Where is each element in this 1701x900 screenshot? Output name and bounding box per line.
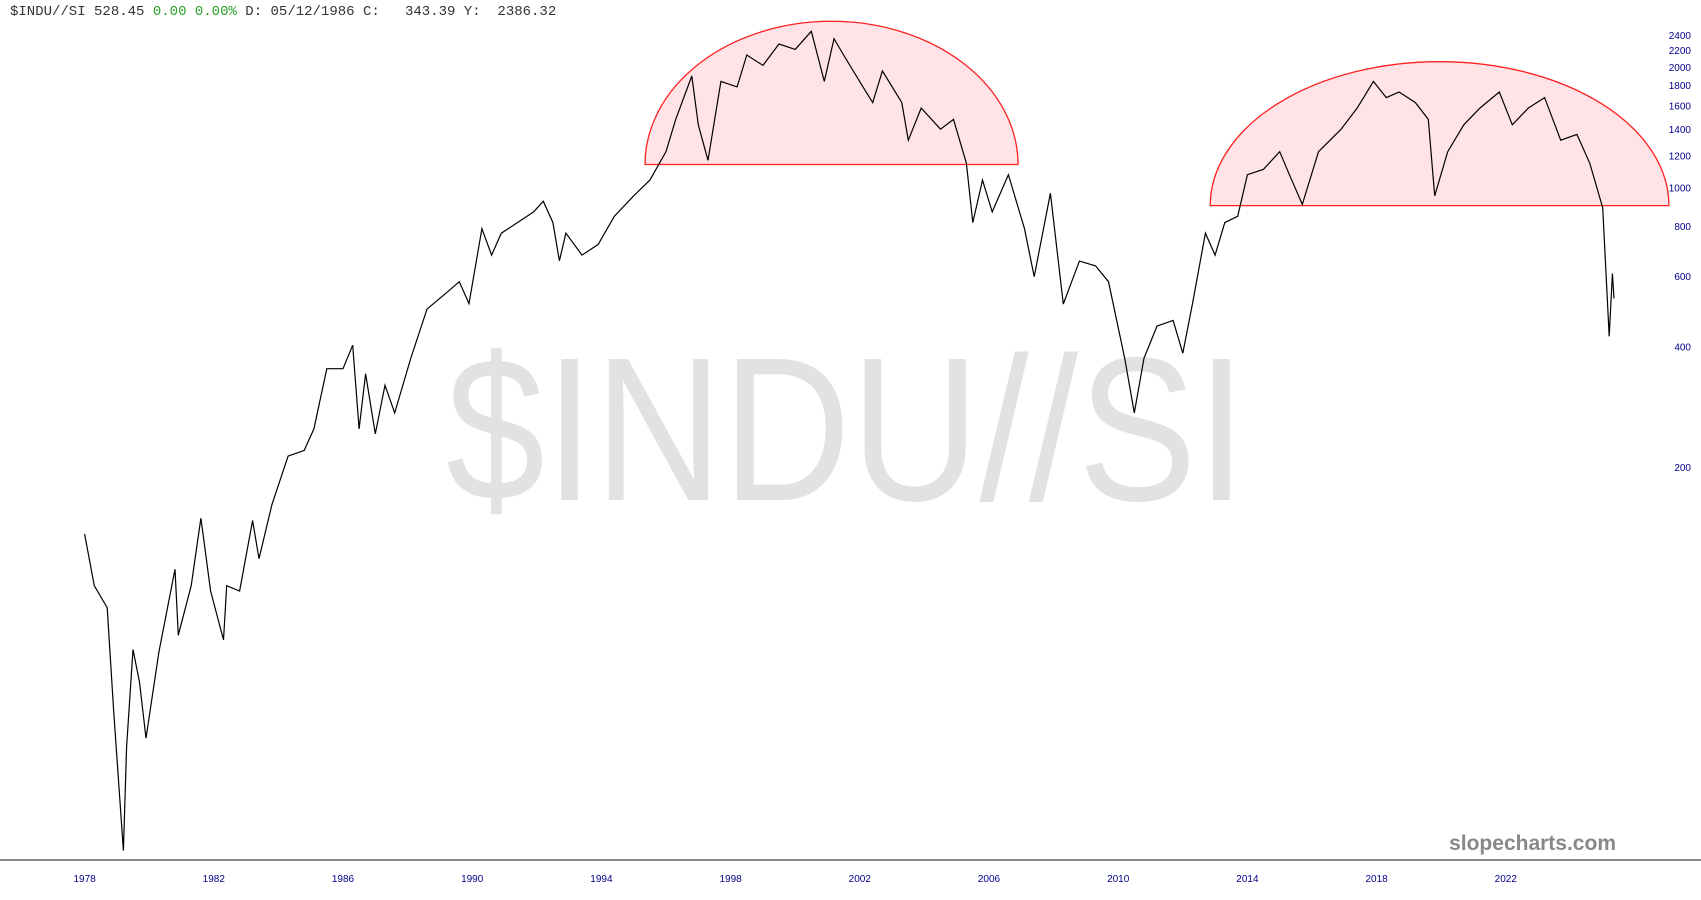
y-tick-label: 2400	[1669, 31, 1692, 42]
y-tick-label: 200	[1674, 463, 1691, 474]
x-tick-label: 2022	[1495, 874, 1518, 885]
x-tick-label: 1986	[332, 874, 355, 885]
y-tick-label: 1200	[1669, 152, 1692, 163]
y-tick-label: 1400	[1669, 125, 1692, 136]
price-line	[84, 30, 1615, 851]
x-tick-label: 1998	[719, 874, 742, 885]
change-pct: 0.00%	[194, 4, 237, 20]
date: 05/12/1986	[270, 4, 355, 20]
c-label: C:	[362, 4, 380, 20]
y-tick-label: 1600	[1669, 102, 1692, 113]
x-tick-label: 2014	[1236, 874, 1259, 885]
dome-annotation-2	[1209, 61, 1670, 207]
y-tick-label: 2200	[1669, 46, 1692, 57]
quote-header: $INDU//SI 528.45 0.00 0.00% D: 05/12/198…	[10, 4, 556, 20]
x-tick-label: 1982	[203, 874, 226, 885]
last-price: 528.45	[94, 4, 145, 20]
symbol: $INDU//SI	[10, 4, 86, 20]
watermark: $INDU//SI	[446, 315, 1246, 544]
y-tick-label: 1000	[1669, 183, 1692, 194]
x-tick-label: 2010	[1107, 874, 1130, 885]
y-label: Y:	[463, 4, 481, 20]
x-tick-label: 2002	[849, 874, 872, 885]
y-tick-label: 400	[1674, 343, 1691, 354]
brand-logo: slopecharts.com	[1449, 832, 1616, 855]
x-tick-label: 2006	[978, 874, 1001, 885]
x-tick-label: 1994	[590, 874, 613, 885]
y-tick-label: 800	[1674, 222, 1691, 233]
x-tick-label: 1990	[461, 874, 484, 885]
x-tick-label: 1978	[73, 874, 96, 885]
y-value: 2386.32	[497, 4, 557, 20]
y-tick-label: 600	[1674, 272, 1691, 283]
x-tick-label: 2018	[1365, 874, 1388, 885]
dome-annotation-1	[644, 20, 1019, 166]
y-tick-label: 1800	[1669, 81, 1692, 92]
date-label: D:	[245, 4, 263, 20]
c-value: 343.39	[404, 4, 456, 20]
y-tick-label: 2000	[1669, 63, 1692, 74]
change: 0.00	[152, 4, 187, 20]
